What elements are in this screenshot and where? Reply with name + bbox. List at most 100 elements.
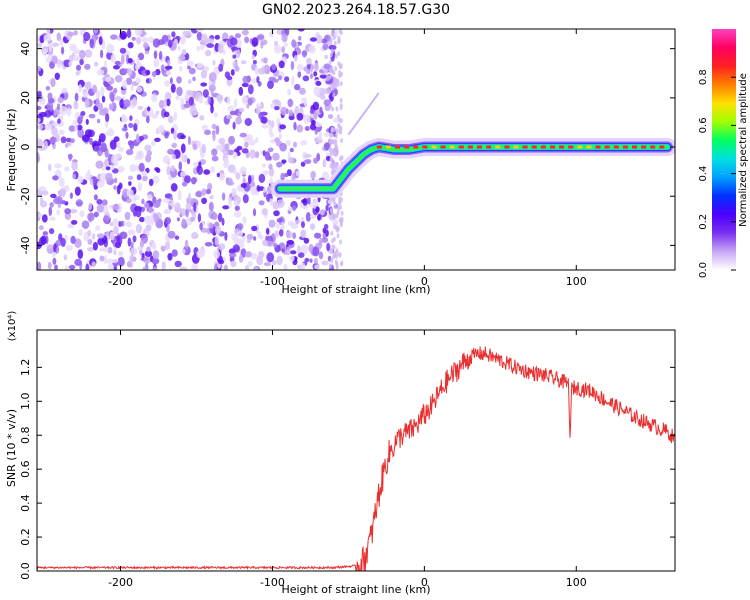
noise-speckle xyxy=(113,185,117,190)
noise-speckle xyxy=(286,240,295,245)
noise-speckle xyxy=(232,54,237,59)
noise-speckle xyxy=(89,38,94,49)
noise-speckle xyxy=(148,178,154,187)
noise-speckle xyxy=(136,174,142,181)
noise-speckle xyxy=(152,175,160,184)
noise-speckle xyxy=(228,198,232,209)
noise-speckle xyxy=(109,91,115,101)
noise-speckle xyxy=(249,149,256,159)
noise-speckle xyxy=(63,254,68,261)
noise-speckle xyxy=(250,78,259,84)
noise-speckle xyxy=(151,71,157,77)
colorbar: 0.0 0.2 0.4 0.6 0.8 Normalized spectral ampl… xyxy=(698,29,749,278)
noise-speckle xyxy=(252,208,257,217)
noise-speckle xyxy=(116,234,121,245)
noise-speckle xyxy=(113,250,117,256)
noise-speckle xyxy=(263,262,272,267)
noise-speckle xyxy=(138,135,145,142)
noise-speckle xyxy=(135,209,142,218)
noise-speckle xyxy=(255,136,259,144)
noise-speckle xyxy=(217,212,223,223)
y-tick-label: 0 xyxy=(19,144,32,151)
noise-speckle xyxy=(241,82,249,88)
noise-speckle xyxy=(112,204,120,211)
noise-speckle xyxy=(114,60,121,66)
noise-speckle xyxy=(238,254,244,263)
noise-speckle xyxy=(302,75,310,82)
noise-speckle xyxy=(232,244,240,253)
x-tick-label: -100 xyxy=(260,576,285,589)
noise-speckle xyxy=(129,254,133,264)
noise-speckle xyxy=(137,182,143,192)
noise-speckle xyxy=(302,198,308,206)
ridge-core xyxy=(385,145,391,149)
noise-speckle xyxy=(265,227,270,235)
noise-speckle xyxy=(37,66,42,72)
noise-speckle xyxy=(196,45,201,52)
noise-speckle xyxy=(192,111,199,116)
noise-speckle xyxy=(289,250,297,255)
noise-speckle xyxy=(49,136,57,144)
ridge-core xyxy=(650,145,656,149)
noise-speckle xyxy=(323,132,330,137)
noise-speckle xyxy=(189,198,198,203)
noise-speckle xyxy=(313,157,318,164)
noise-speckle xyxy=(42,231,48,236)
noise-speckle xyxy=(216,172,220,178)
noise-speckle xyxy=(186,60,194,67)
chart-title: GN02.2023.264.18.57.G30 xyxy=(262,2,450,18)
noise-speckle xyxy=(180,97,184,106)
noise-speckle xyxy=(132,165,140,171)
noise-speckle xyxy=(256,76,260,84)
noise-speckle xyxy=(129,115,133,121)
y-tick-label: 40 xyxy=(19,42,32,56)
noise-speckle xyxy=(180,35,186,45)
noise-speckle xyxy=(195,93,199,102)
noise-speckle xyxy=(181,181,188,187)
noise-speckle xyxy=(192,161,200,167)
noise-speckle xyxy=(79,58,84,66)
noise-speckle xyxy=(52,122,60,127)
noise-speckle xyxy=(87,169,91,177)
noise-speckle xyxy=(64,166,70,172)
noise-speckle xyxy=(269,198,274,206)
noise-speckle xyxy=(70,235,76,244)
noise-speckle xyxy=(165,240,170,251)
noise-speckle xyxy=(67,224,74,229)
noise-speckle xyxy=(221,217,225,226)
colorbar-label: Normalized spectral amplitude xyxy=(738,73,749,227)
noise-speckle xyxy=(296,124,304,133)
spectrogram-x-ticks: -200 -100 0 100 xyxy=(108,29,587,288)
noise-speckle xyxy=(98,109,107,116)
noise-speckle xyxy=(214,34,220,40)
noise-speckle xyxy=(201,33,208,44)
noise-speckle xyxy=(174,260,182,268)
noise-speckle xyxy=(263,57,268,64)
noise-speckle xyxy=(37,261,42,270)
noise-speckle xyxy=(331,238,335,244)
noise-speckle xyxy=(284,42,288,47)
noise-speckle xyxy=(110,165,115,171)
noise-speckle xyxy=(203,124,208,130)
noise-speckle xyxy=(169,77,173,85)
noise-speckle xyxy=(242,216,247,224)
noise-speckle xyxy=(64,265,70,270)
noise-speckle xyxy=(59,38,64,46)
noise-speckle xyxy=(340,260,344,266)
noise-speckle xyxy=(301,97,306,103)
noise-speckle xyxy=(274,230,279,238)
noise-speckle xyxy=(68,264,76,270)
noise-speckle xyxy=(326,155,331,162)
noise-speckle xyxy=(199,115,205,121)
ridge-green xyxy=(278,145,670,191)
noise-speckle xyxy=(250,253,258,260)
noise-speckle xyxy=(87,212,95,222)
noise-speckle xyxy=(106,85,114,91)
noise-speckle xyxy=(303,114,311,124)
noise-speckle xyxy=(113,87,118,94)
noise-speckle xyxy=(93,194,98,201)
noise-speckle xyxy=(87,238,93,245)
noise-speckle xyxy=(209,195,214,200)
noise-speckle xyxy=(128,181,132,186)
noise-speckle xyxy=(321,237,329,243)
